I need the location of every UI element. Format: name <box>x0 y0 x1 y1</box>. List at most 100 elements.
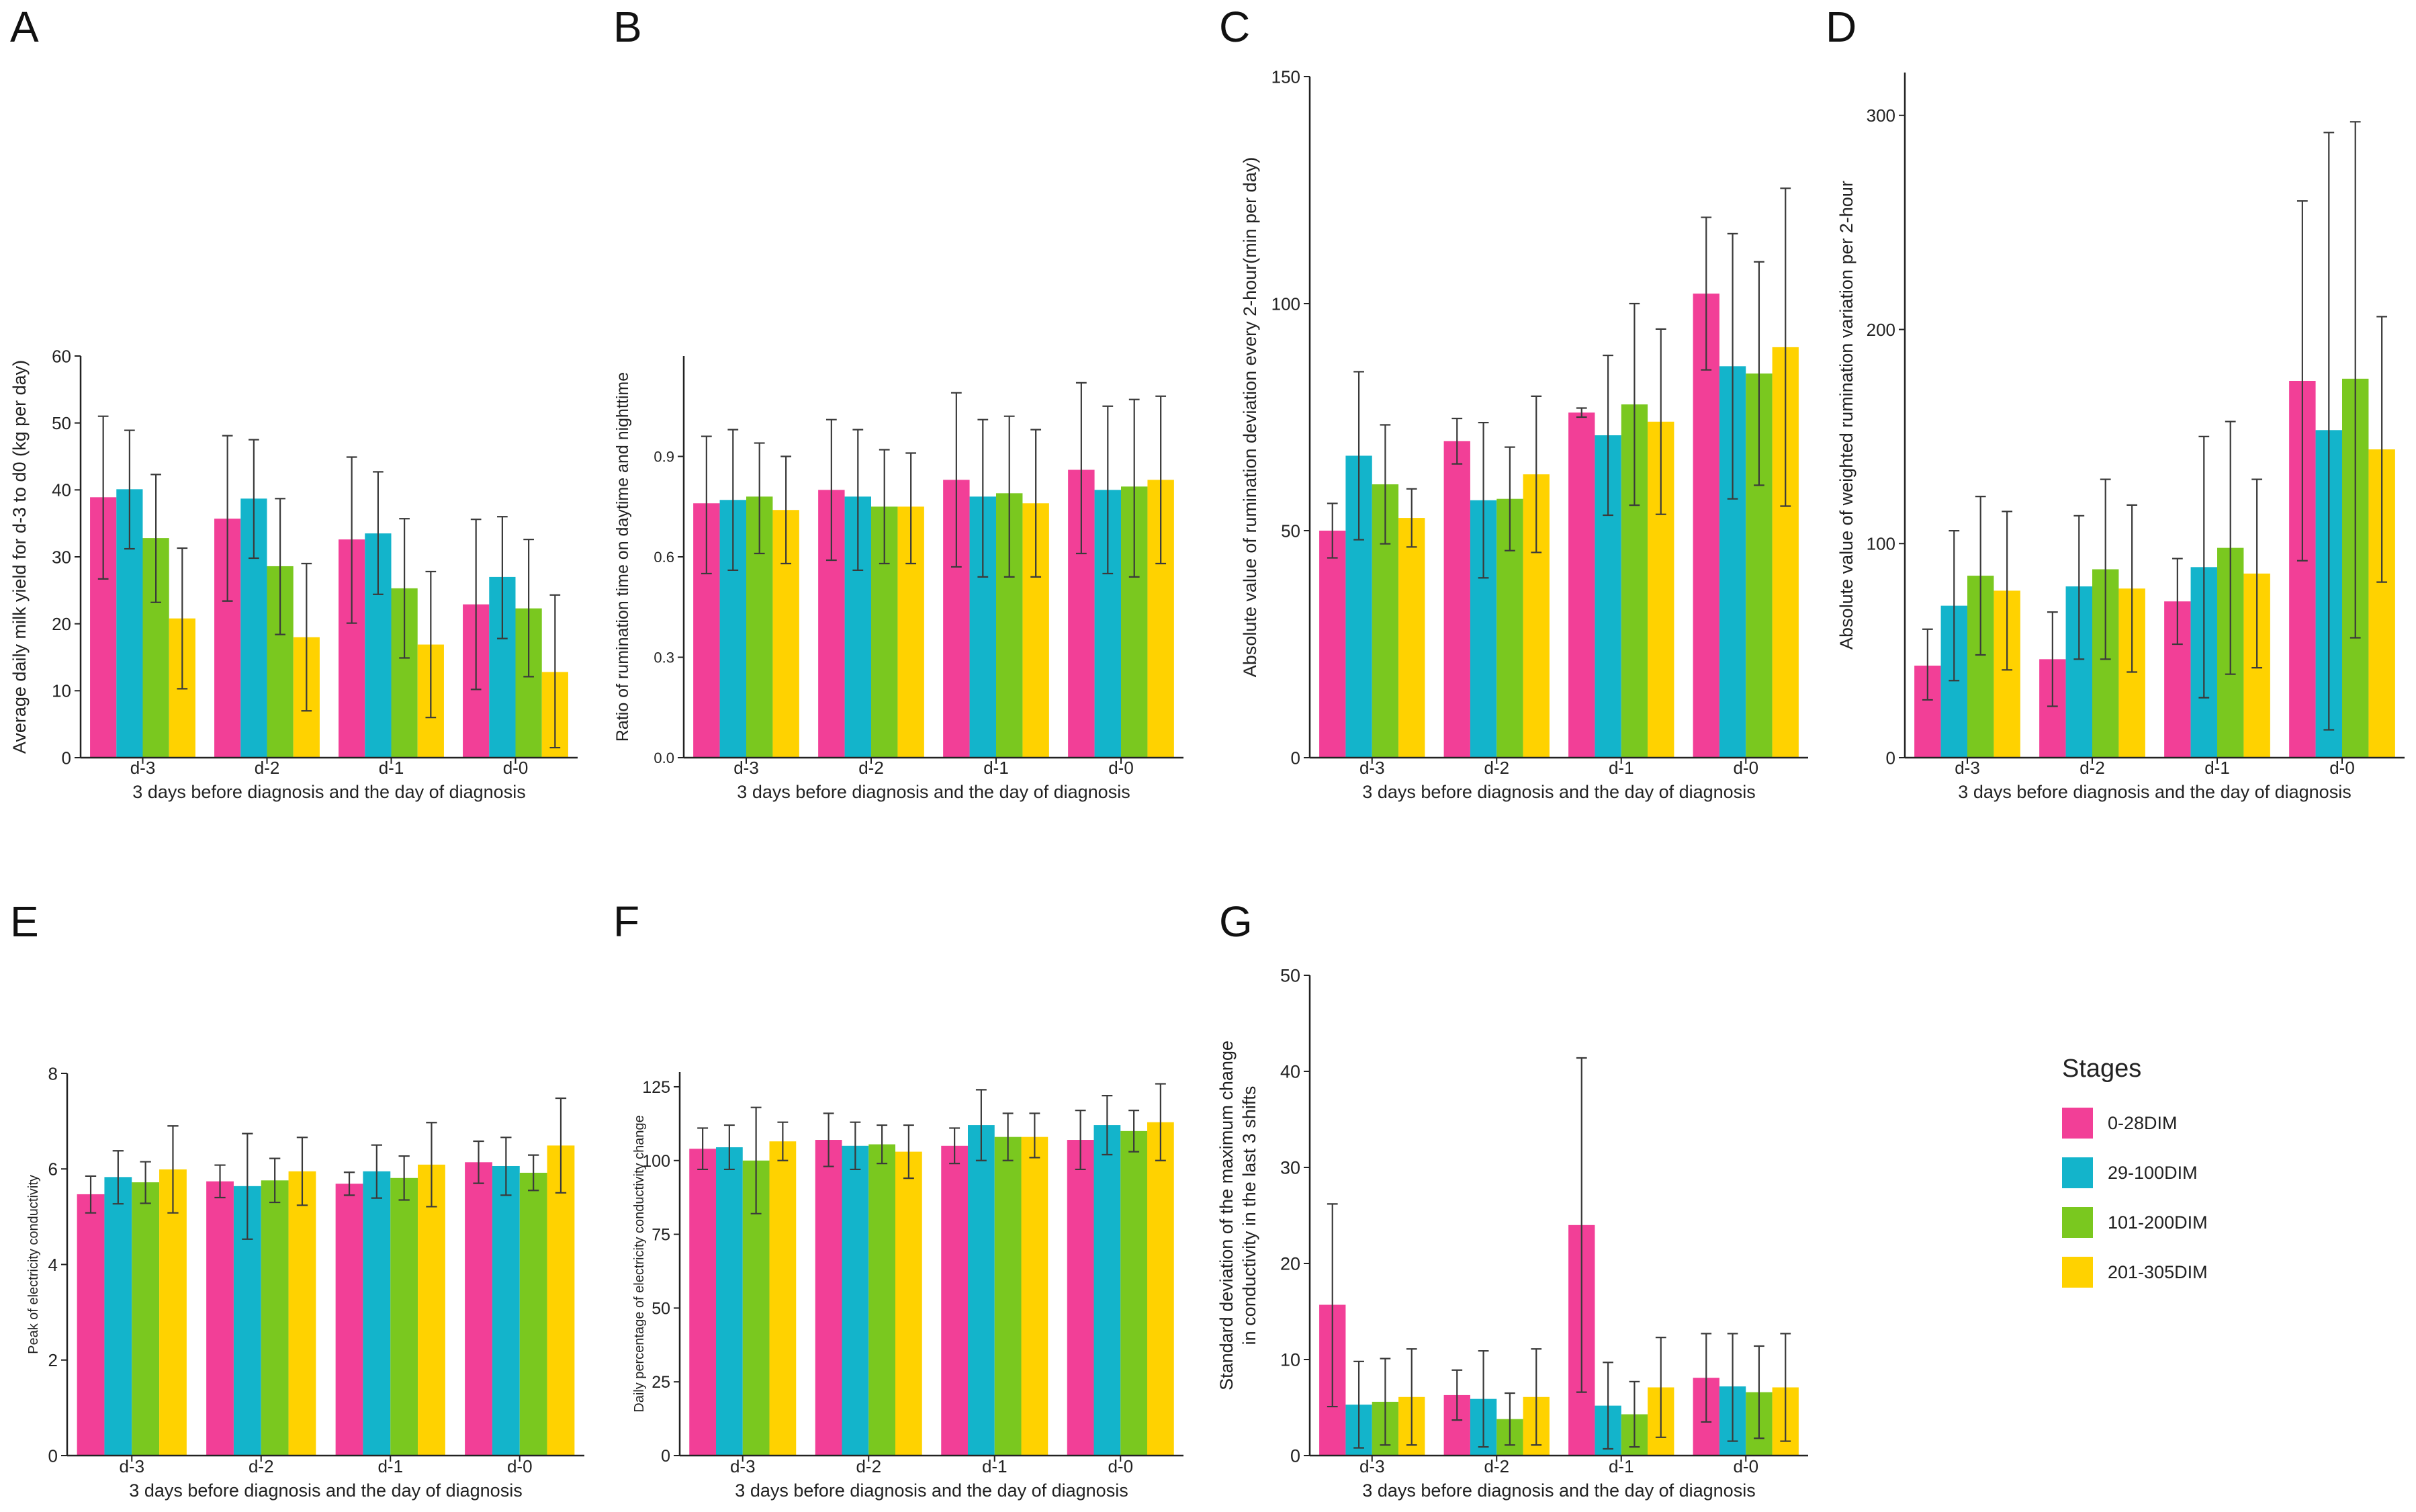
chart-panel-e: 0 2 4 6 8 d-3 d-2 d-1 d-0 3 days before diagnosis… <box>26 1063 584 1501</box>
x-tick-label: d-0 <box>1108 1456 1133 1476</box>
legend-item: 29-100DIM <box>2062 1156 2208 1190</box>
x-axis-label: 3 days before diagnosis and the day of d… <box>735 1480 1128 1501</box>
x-tick-label: d-1 <box>983 758 1009 778</box>
x-tick-label: d-1 <box>379 758 404 778</box>
bar <box>1398 518 1425 758</box>
x-tick-label: d-3 <box>730 1456 756 1476</box>
x-tick-label: d-3 <box>130 758 156 778</box>
x-tick-label: d-2 <box>255 758 280 778</box>
bar <box>418 1164 445 1456</box>
y-tick-label: 100 <box>1867 534 1895 554</box>
y-tick-label: 10 <box>52 681 71 701</box>
bar <box>842 1145 869 1456</box>
panel-label-a: A <box>10 3 39 51</box>
x-axis-label: 3 days before diagnosis and the day of d… <box>1362 782 1755 802</box>
x-tick-label: d-1 <box>2204 758 2230 778</box>
y-tick-label: 40 <box>52 480 71 500</box>
x-tick-label: d-3 <box>1359 758 1385 778</box>
x-tick-label: d-2 <box>2079 758 2105 778</box>
panel-label-b: B <box>613 3 642 51</box>
bar <box>547 1145 575 1456</box>
y-tick-label: 8 <box>48 1063 58 1083</box>
bar <box>159 1169 187 1456</box>
x-tick-label: d-2 <box>1484 758 1509 778</box>
y-tick-label: 0.9 <box>654 448 674 465</box>
x-axis-label: 3 days before diagnosis and the day of d… <box>1362 1480 1755 1501</box>
legend-key-201-305dim <box>2062 1257 2093 1288</box>
chart-panel-d: 0 100 200 300 d-3 d-2 d-1 d-0 3 days before diag… <box>1836 73 2405 802</box>
chart-panel-b: 0.0 0.3 0.6 0.9 d-3 d-2 d-1 d-0 3 days before di… <box>613 356 1183 802</box>
legend-key-101-200dim <box>2062 1207 2093 1238</box>
bar <box>519 1172 547 1456</box>
chart-panel-c: 0 50 100 150 d-3 d-2 d-1 d-0 3 days before diagn… <box>1240 66 1808 802</box>
y-axis-label: Peak of electricity conductivity <box>26 1175 41 1354</box>
y-tick-label: 0 <box>1290 1446 1300 1466</box>
y-tick-label: 2 <box>48 1350 58 1370</box>
bar <box>1319 531 1346 758</box>
y-axis-label: Absolute value of weighted rumination va… <box>1836 181 1856 650</box>
x-axis-label: 3 days before diagnosis and the day of d… <box>132 782 525 802</box>
bar <box>994 1137 1022 1456</box>
x-tick-label: d-1 <box>1609 758 1634 778</box>
y-tick-label: 40 <box>1280 1062 1300 1082</box>
bar <box>1021 1137 1048 1456</box>
bar <box>132 1182 160 1456</box>
bar <box>492 1165 520 1456</box>
y-tick-label: 0 <box>62 748 71 768</box>
y-tick-label: 0.0 <box>654 750 674 766</box>
legend-title: Stages <box>2062 1055 2142 1083</box>
y-tick-label: 125 <box>642 1078 670 1097</box>
x-axis-label: 3 days before diagnosis and the day of d… <box>1958 782 2351 802</box>
x-tick-label: d-0 <box>1108 758 1134 778</box>
bar <box>716 1147 743 1456</box>
x-tick-label: d-1 <box>982 1456 1008 1476</box>
y-axis-label: Absolute value of rumination deviation e… <box>1240 157 1260 677</box>
x-tick-label: d-3 <box>1955 758 1980 778</box>
y-tick-label: 4 <box>48 1255 58 1275</box>
y-tick-label: 6 <box>48 1159 58 1180</box>
y-tick-label: 30 <box>1280 1158 1300 1178</box>
x-tick-label: d-2 <box>858 758 884 778</box>
legend: Stages 0-28DIM 29-100DIM 101-200DIM 201-… <box>2062 1055 2208 1305</box>
bar <box>968 1125 995 1456</box>
legend-key-29-100dim <box>2062 1157 2093 1188</box>
panel-label-e: E <box>10 897 39 946</box>
legend-key-0-28dim <box>2062 1108 2093 1139</box>
bar <box>1147 1122 1174 1456</box>
x-tick-label: d-2 <box>249 1456 274 1476</box>
y-axis-label: Average daily milk yield for d-3 to d0 (… <box>9 360 30 754</box>
y-tick-label: 20 <box>1280 1254 1300 1274</box>
bar <box>1067 1140 1094 1456</box>
y-tick-label: 75 <box>652 1226 670 1245</box>
panel-label-d: D <box>1826 3 1857 51</box>
bar <box>1568 412 1595 758</box>
chart-panel-a: 0 10 20 30 40 50 60 d-3 d-2 d-1 d-0 3 days before d… <box>9 346 578 802</box>
panel-label-c: C <box>1219 3 1251 51</box>
x-tick-label: d-1 <box>1609 1456 1634 1476</box>
bar <box>104 1177 132 1456</box>
x-tick-label: d-2 <box>1484 1456 1509 1476</box>
x-tick-label: d-0 <box>507 1456 533 1476</box>
y-tick-label: 60 <box>52 346 71 366</box>
bar <box>77 1194 105 1456</box>
bar <box>1120 1130 1147 1456</box>
x-tick-label: d-0 <box>2329 758 2355 778</box>
x-tick-label: d-0 <box>1733 1456 1758 1476</box>
x-axis-label: 3 days before diagnosis and the day of d… <box>129 1480 522 1501</box>
bar <box>941 1145 968 1456</box>
y-tick-label: 0 <box>661 1447 670 1466</box>
bar <box>1443 441 1470 758</box>
bar <box>261 1180 289 1456</box>
chart-panel-f: 0 25 50 75 100 125 d-3 d-2 d-1 d-0 3 days before d… <box>632 1072 1183 1501</box>
x-tick-label: d-3 <box>1359 1456 1385 1476</box>
y-tick-label: 0 <box>1291 748 1300 768</box>
x-tick-label: d-2 <box>856 1456 881 1476</box>
bar <box>206 1181 234 1456</box>
legend-item: 0-28DIM <box>2062 1106 2208 1140</box>
bar <box>769 1141 797 1456</box>
x-axis-label: 3 days before diagnosis and the day of d… <box>737 782 1130 802</box>
legend-item: 101-200DIM <box>2062 1206 2208 1239</box>
bar <box>868 1144 895 1456</box>
bar <box>335 1184 363 1456</box>
y-tick-label: 0.6 <box>654 549 674 566</box>
